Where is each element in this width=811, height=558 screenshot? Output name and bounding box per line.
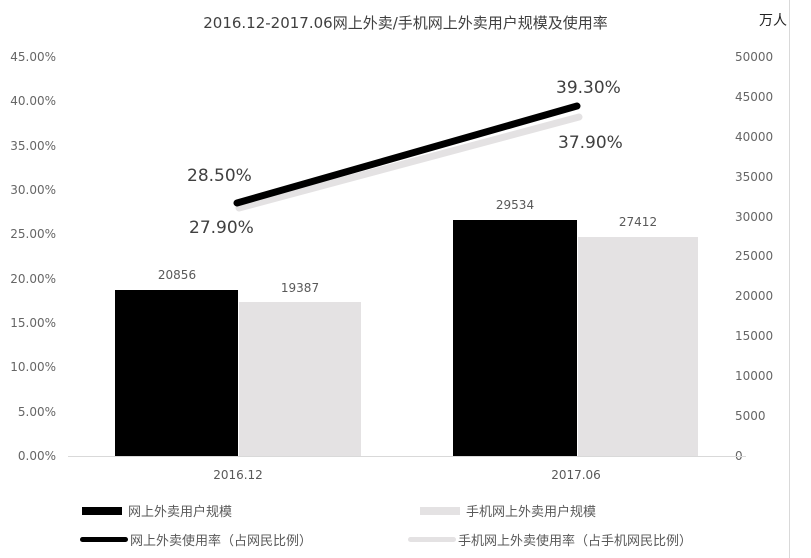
left-axis-tick: 5.00% [17, 405, 56, 419]
legend-bar-swatch-icon [420, 506, 460, 515]
bar-mobile-2016-12 [239, 302, 361, 456]
left-axis-tick: 45.00% [10, 50, 56, 64]
chart-frame [789, 0, 790, 558]
legend-item-online-users: 网上外卖用户规模 [82, 501, 232, 520]
right-axis-tick: 25000 [735, 249, 774, 263]
left-axis-tick: 15.00% [10, 316, 56, 330]
left-axis-tick: 35.00% [10, 139, 56, 153]
right-axis-tick: 50000 [735, 50, 774, 64]
bar-value-label: 29534 [495, 198, 535, 212]
bar-online-2017-06 [453, 220, 577, 456]
legend-label: 网上外卖使用率（占网民比例） [130, 534, 313, 549]
legend-item-mobile-users: 手机网上外卖用户规模 [420, 501, 596, 520]
legend-label: 网上外卖用户规模 [128, 505, 233, 520]
x-axis-label: 2016.12 [213, 468, 263, 482]
right-axis-tick: 10000 [735, 369, 774, 383]
right-axis-tick: 30000 [735, 210, 774, 224]
legend-bar-swatch-icon [82, 506, 122, 515]
line-online-rate [233, 102, 581, 207]
legend-line-swatch-icon [408, 537, 456, 542]
right-axis-tick: 35000 [735, 170, 774, 184]
bar-online-2016-12 [115, 290, 238, 456]
bar-value-label: 27412 [618, 215, 658, 229]
left-axis-tick: 25.00% [10, 227, 56, 241]
right-axis-tick: 40000 [735, 130, 774, 144]
right-axis-tick: 15000 [735, 329, 774, 343]
legend-line-swatch-icon [80, 537, 128, 542]
legend-label: 手机网上外卖使用率（占手机网民比例） [458, 534, 693, 549]
x-axis-line [68, 456, 746, 457]
left-axis-tick: 10.00% [10, 360, 56, 374]
line-value-label: 28.50% [187, 166, 252, 186]
line-value-label: 27.90% [189, 218, 254, 238]
left-axis-tick: 0.00% [17, 449, 56, 463]
left-axis-tick: 20.00% [10, 272, 56, 286]
bar-mobile-2017-06 [578, 237, 698, 456]
right-axis-unit: 万人 [759, 13, 787, 29]
left-axis-tick: 40.00% [10, 94, 56, 108]
line-value-label: 39.30% [556, 78, 621, 98]
legend-item-mobile-rate: 手机网上外卖使用率（占手机网民比例） [408, 530, 692, 549]
legend-label: 手机网上外卖用户规模 [466, 505, 597, 520]
bar-value-label: 19387 [280, 281, 320, 295]
right-axis-tick: 5000 [735, 409, 766, 423]
right-axis-tick: 45000 [735, 90, 774, 104]
x-axis-label: 2017.06 [551, 468, 601, 482]
bar-value-label: 20856 [157, 268, 197, 282]
right-axis-tick: 20000 [735, 289, 774, 303]
legend-item-online-rate: 网上外卖使用率（占网民比例） [80, 530, 312, 549]
chart-title: 2016.12-2017.06网上外卖/手机网上外卖用户规模及使用率 [203, 14, 608, 32]
left-axis-tick: 30.00% [10, 183, 56, 197]
line-mobile-rate [235, 113, 583, 212]
line-value-label: 37.90% [558, 133, 623, 153]
